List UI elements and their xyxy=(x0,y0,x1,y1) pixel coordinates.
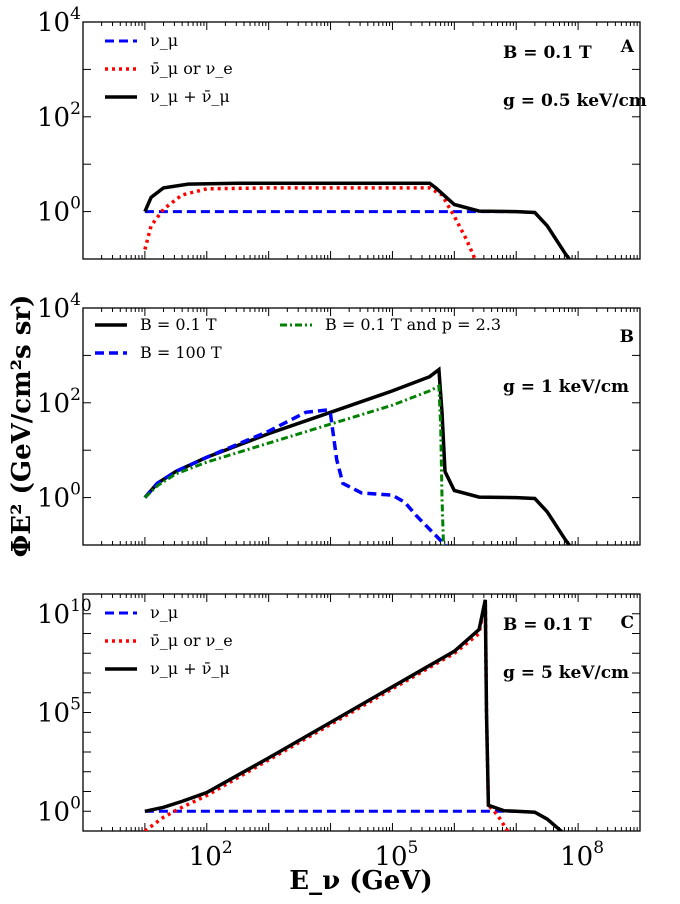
legend: ν_μ ν̄_μ or ν_e ν_μ + ν̄_μ xyxy=(105,31,233,106)
y-tick-label: 102 xyxy=(37,99,81,133)
x-tick-label: 108 xyxy=(560,838,604,872)
annotation: g = 5 keV/cm xyxy=(503,663,629,683)
legend-label: ν_μ xyxy=(150,31,178,50)
series-line-3 xyxy=(143,383,446,545)
series-line-3 xyxy=(143,181,572,259)
legend-label: ν_μ + ν̄_μ xyxy=(150,87,230,106)
series-line-2 xyxy=(143,186,477,259)
legend-label: ν̄_μ or ν_e xyxy=(150,59,233,78)
panel-label: B xyxy=(620,327,634,347)
annotation: B = 0.1 T xyxy=(503,615,592,635)
y-tick-label: 100 xyxy=(37,194,81,228)
legend: B = 0.1 T B = 100 T B = 0.1 T and p = 2.3 xyxy=(95,315,501,362)
panel-B: 104 102 100 Bg = 1 keV/cm B = 0.1 T B = 100 T… xyxy=(37,290,641,546)
legend-label: B = 0.1 T xyxy=(140,315,217,334)
series-line-2 xyxy=(143,408,448,545)
legend-label: B = 100 T xyxy=(140,343,222,362)
panel-A: 104 102 100 A B = 0.1 T g = 0.5 keV/cm ν_μ ν̄_μ… xyxy=(37,4,647,260)
legend-label: ν̄_μ or ν_e xyxy=(150,631,233,650)
panel-label: A xyxy=(620,37,635,57)
panel-label: C xyxy=(620,613,634,633)
y-tick-label: 105 xyxy=(37,695,81,729)
legend: ν_μ ν̄_μ or ν_e ν_μ + ν̄_μ xyxy=(105,603,233,678)
y-axis-label: ΦE² (GeV/cm²s sr) xyxy=(7,295,37,558)
series-line-3 xyxy=(144,599,564,831)
plot-frame xyxy=(82,307,641,546)
y-tick-label: 100 xyxy=(37,793,81,827)
legend-label: ν_μ xyxy=(150,603,178,622)
x-tick-label: 102 xyxy=(189,838,233,872)
plot-frame xyxy=(82,21,641,260)
x-axis-label: E_ν (GeV) xyxy=(289,866,432,896)
y-tick-label: 104 xyxy=(37,4,81,38)
legend-label: B = 0.1 T and p = 2.3 xyxy=(325,315,501,334)
y-tick-label: 102 xyxy=(37,385,81,419)
y-tick-label: 100 xyxy=(37,480,81,514)
series-line-1 xyxy=(144,210,572,259)
annotation: g = 1 keV/cm xyxy=(503,377,629,397)
legend-label: ν_μ + ν̄_μ xyxy=(150,659,230,678)
y-tick-label: 104 xyxy=(37,290,81,324)
annotation: B = 0.1 T xyxy=(503,43,592,63)
annotation: g = 0.5 keV/cm xyxy=(503,91,647,111)
